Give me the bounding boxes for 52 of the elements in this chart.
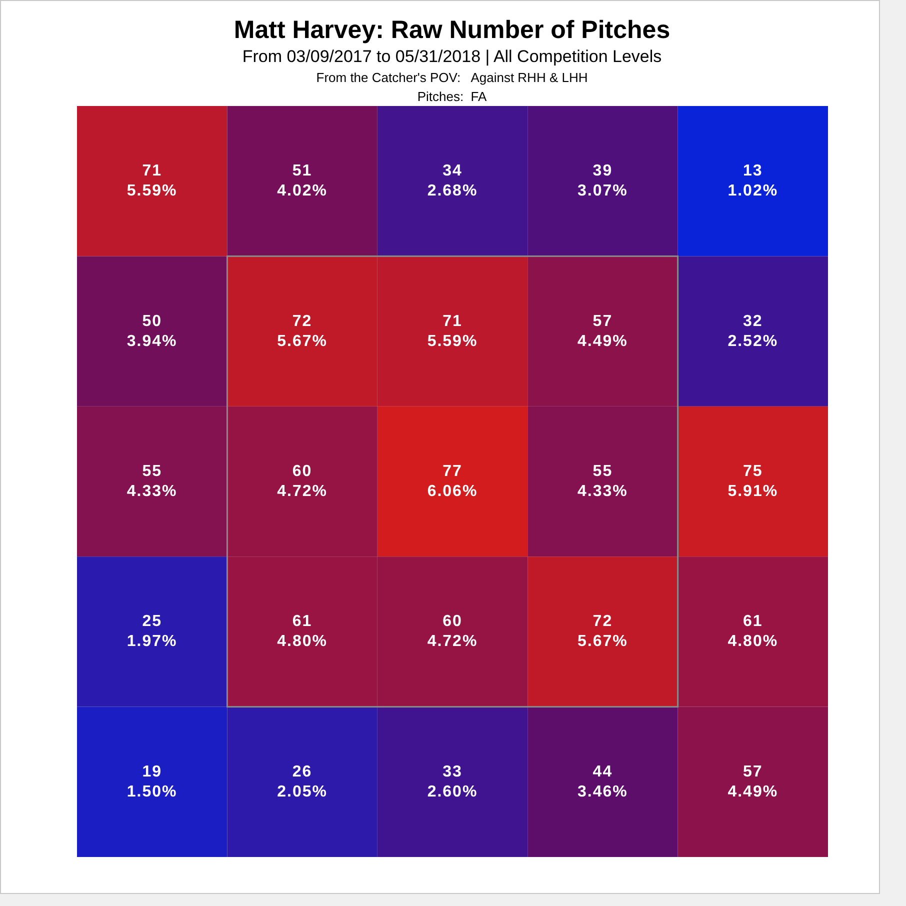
data-label: 34: [442, 162, 462, 180]
data-label: 72: [292, 312, 312, 330]
data-label: 75: [743, 463, 763, 480]
data-label: 51: [292, 162, 312, 180]
annotation: 4.72%: [427, 633, 478, 650]
annotation: 3.46%: [578, 783, 628, 800]
data-label: 57: [592, 312, 613, 330]
data-label: 55: [592, 463, 613, 480]
data-label: 60: [292, 463, 312, 480]
annotation: 4.80%: [728, 633, 778, 650]
data-label: 71: [442, 312, 462, 330]
chart-title: Matt Harvey: Raw Number of Pitches: [234, 16, 670, 44]
data-label: 26: [292, 763, 312, 780]
annotation: 5.67%: [277, 332, 328, 350]
annotation: 1.97%: [126, 633, 178, 650]
data-label: 13: [743, 162, 763, 180]
annotation: 5.91%: [728, 483, 778, 500]
data-label: 39: [592, 162, 613, 180]
data-label: 71: [142, 162, 162, 180]
annotation: 6.06%: [427, 483, 478, 500]
data-label: 50: [142, 312, 162, 330]
data-label: 77: [442, 463, 462, 480]
annotation: 2.60%: [427, 783, 478, 800]
annotation: 2.52%: [728, 332, 778, 350]
annotation: 4.02%: [277, 182, 328, 200]
chart-subtitle: From 03/09/2017 to 05/31/2018 | All Competition Levels From the Catcher's POV: Against RHH & LHH Pitches: FA: [242, 47, 662, 104]
data-label: 55: [142, 463, 162, 480]
annotation: 2.05%: [277, 783, 328, 800]
data-label: 44: [592, 763, 613, 780]
annotation: 5.59%: [427, 332, 478, 350]
annotation: 4.72%: [277, 483, 328, 500]
annotation: 3.94%: [126, 332, 178, 350]
annotation: 4.80%: [277, 633, 328, 650]
data-label: 19: [142, 763, 162, 780]
annotation: 1.02%: [728, 182, 778, 200]
data-label: 57: [743, 763, 763, 780]
annotation: 2.68%: [427, 182, 478, 200]
data-label: 60: [442, 613, 462, 630]
annotation: 4.49%: [728, 783, 778, 800]
annotation: 4.33%: [126, 483, 178, 500]
annotation: 3.07%: [578, 182, 628, 200]
data-label: 25: [142, 613, 162, 630]
data-label: 61: [743, 613, 763, 630]
annotation: 5.67%: [578, 633, 628, 650]
data-label: 72: [592, 613, 613, 630]
data-label: 32: [743, 312, 763, 330]
annotation: 1.50%: [126, 783, 178, 800]
annotation: 4.49%: [578, 332, 628, 350]
annotation: 4.33%: [578, 483, 628, 500]
annotation: 5.59%: [126, 182, 178, 200]
data-label: 33: [442, 763, 462, 780]
data-label: 61: [292, 613, 312, 630]
